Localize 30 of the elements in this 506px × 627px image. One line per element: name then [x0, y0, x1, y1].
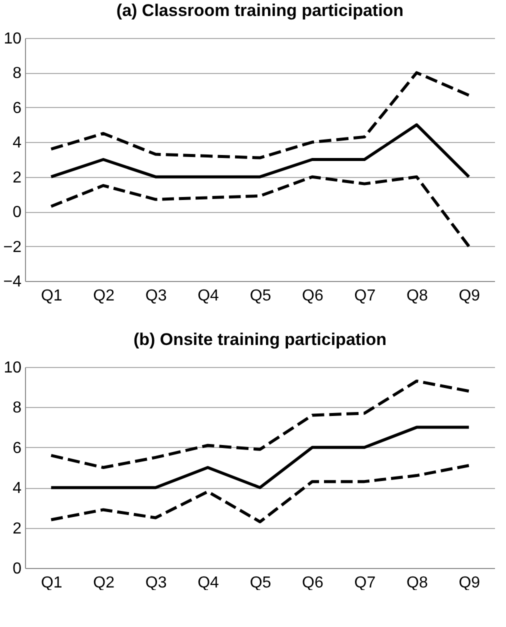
y-tick-label: 4	[12, 480, 22, 498]
x-tick-label: Q2	[93, 288, 115, 304]
line-series	[50, 71, 470, 160]
line-series	[50, 175, 470, 248]
x-tick-label: Q4	[198, 288, 220, 304]
y-tick-label: 2	[12, 520, 22, 538]
chart-title: (b) Onsite training participation	[133, 330, 387, 349]
y-tick-label: 8	[12, 65, 22, 82]
x-tick-label: Q1	[40, 288, 62, 304]
x-tick-label: Q5	[250, 288, 272, 304]
line-series	[50, 464, 470, 524]
y-tick-label: 4	[12, 134, 22, 152]
y-tick-label: −4	[3, 274, 22, 290]
x-tick-label: Q7	[354, 288, 376, 304]
y-tick-label: 2	[12, 169, 22, 186]
y-tick-label: 8	[12, 400, 22, 417]
chart-title: (a) Classroom training participation	[116, 1, 404, 20]
y-tick-label: 10	[4, 30, 22, 48]
y-tick-label: 10	[4, 360, 22, 376]
x-tick-label: Q6	[302, 288, 324, 304]
y-tick-label: 6	[12, 440, 22, 457]
y-tick-label: 0	[12, 560, 22, 578]
x-tick-label: Q8	[406, 288, 428, 304]
x-tick-label: Q9	[458, 288, 480, 304]
y-tick-label: 0	[12, 204, 22, 222]
line-series	[50, 426, 470, 490]
y-tick-label: 6	[12, 100, 22, 117]
y-tick-label: −2	[3, 238, 22, 256]
x-tick-label: Q3	[145, 288, 167, 304]
line-series	[50, 380, 470, 469]
